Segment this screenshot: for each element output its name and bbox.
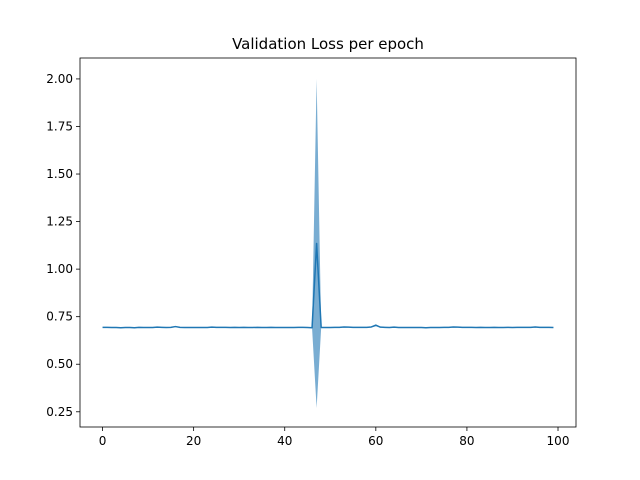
- y-tick-label: 1.50: [46, 167, 73, 181]
- y-tick-label: 1.25: [46, 215, 73, 229]
- y-tick-label: 0.50: [46, 357, 73, 371]
- x-tick-label: 60: [368, 434, 383, 448]
- y-tick-label: 1.75: [46, 119, 73, 133]
- y-tick-label: 2.00: [46, 72, 73, 86]
- y-tick-label: 0.75: [46, 310, 73, 324]
- x-tick-label: 40: [277, 434, 292, 448]
- mean-line-0: [102, 242, 554, 329]
- axes-frame: [79, 57, 577, 428]
- y-tick-label: 1.00: [46, 262, 73, 276]
- mean-line-layer: [102, 242, 554, 329]
- x-tick-label: 0: [99, 434, 107, 448]
- x-tick-label: 80: [459, 434, 474, 448]
- y-tick-label: 0.25: [46, 405, 73, 419]
- axes-layer: 0 20 40 60 80 100 0.25 0.50 0.75 1.00 1.25 1.50 1.75…: [46, 57, 577, 448]
- x-tick-label: 100: [547, 434, 570, 448]
- x-tick-label: 20: [186, 434, 201, 448]
- chart-title: Validation Loss per epoch: [232, 35, 424, 53]
